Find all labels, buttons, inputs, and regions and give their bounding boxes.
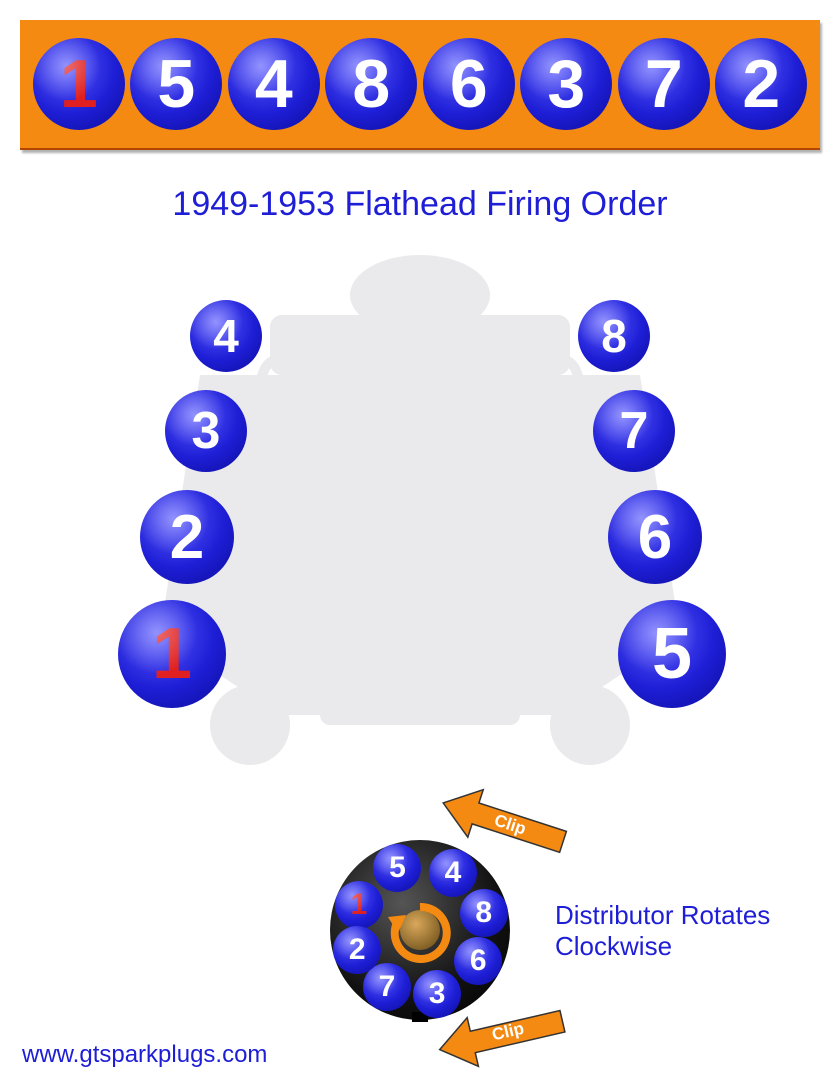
cylinder-number: 6: [638, 502, 672, 573]
cylinder-circle-6: 6: [423, 38, 515, 130]
cylinder-circle-2: 2: [715, 38, 807, 130]
cylinder-number: 2: [742, 45, 780, 123]
cylinder-number: 5: [389, 851, 406, 885]
cylinder-number: 1: [152, 613, 192, 695]
cylinder-circle-7: 7: [618, 38, 710, 130]
cylinder-circle-1: 1: [335, 881, 383, 929]
cylinder-circle-3: 3: [165, 390, 247, 472]
cylinder-circle-1: 1: [118, 600, 226, 708]
clockwise-arrow-icon: [382, 895, 458, 971]
cylinder-circle-1: 1: [33, 38, 125, 130]
cylinder-number: 8: [601, 309, 627, 363]
rotation-line1: Distributor Rotates: [555, 900, 770, 931]
cylinder-number: 4: [255, 45, 293, 123]
cylinder-number: 5: [157, 45, 195, 123]
cylinder-number: 2: [170, 502, 204, 573]
cylinder-number: 3: [547, 45, 585, 123]
cylinder-number: 3: [192, 401, 221, 461]
cylinder-number: 7: [645, 45, 683, 123]
cylinder-circle-4: 4: [190, 300, 262, 372]
cylinder-number: 2: [349, 933, 366, 967]
cylinder-circle-8: 8: [460, 889, 508, 937]
cylinder-circle-6: 6: [454, 937, 502, 985]
cylinder-number: 6: [470, 944, 487, 978]
cylinder-number: 4: [213, 309, 239, 363]
cylinder-circle-2: 2: [140, 490, 234, 584]
cylinder-circle-7: 7: [363, 963, 411, 1011]
firing-order-bar: 15486372: [20, 20, 820, 150]
clip-arrow-top: Clip: [440, 788, 570, 858]
cylinder-circle-6: 6: [608, 490, 702, 584]
diagram-title: 1949-1953 Flathead Firing Order: [0, 185, 840, 224]
cylinder-number: 4: [445, 856, 462, 890]
cylinder-number: 1: [60, 45, 98, 123]
cylinder-circle-8: 8: [325, 38, 417, 130]
cylinder-number: 8: [352, 45, 390, 123]
clip-arrow-bottom: Clip: [438, 1000, 568, 1070]
cylinder-circle-5: 5: [130, 38, 222, 130]
cylinder-circle-4: 4: [228, 38, 320, 130]
cylinder-circle-8: 8: [578, 300, 650, 372]
cylinder-number: 7: [620, 401, 649, 461]
rotation-label: Distributor Rotates Clockwise: [555, 900, 770, 962]
cylinder-number: 6: [450, 45, 488, 123]
cylinder-circle-7: 7: [593, 390, 675, 472]
website-url: www.gtsparkplugs.com: [22, 1041, 267, 1069]
cylinder-circle-5: 5: [618, 600, 726, 708]
cylinder-number: 1: [350, 888, 367, 922]
cylinder-circle-3: 3: [520, 38, 612, 130]
cylinder-number: 5: [652, 613, 692, 695]
cylinder-number: 8: [475, 896, 492, 930]
cylinder-number: 7: [379, 970, 396, 1004]
rotation-line2: Clockwise: [555, 931, 770, 962]
